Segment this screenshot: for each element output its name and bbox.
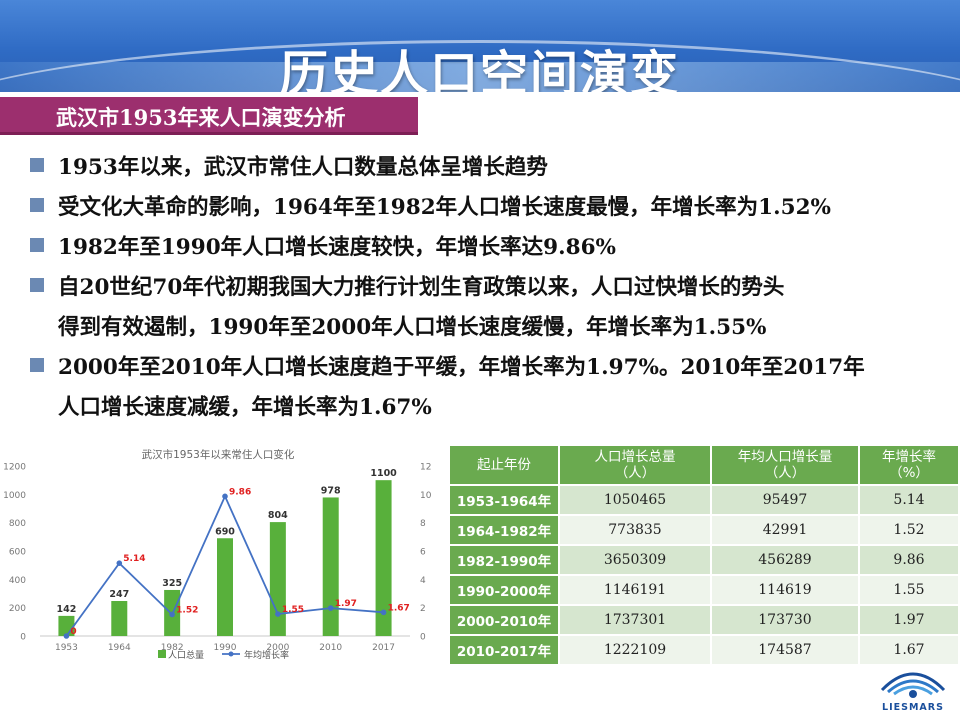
bar [111, 601, 128, 636]
table-row: 1953-1964年 1050465 95497 5.14 [448, 484, 960, 516]
bullet-square-icon [30, 358, 44, 372]
y-left-tick-label: 1200 [3, 463, 26, 473]
subtitle-bar: 武汉市1953年来人口演变分析 [0, 97, 418, 135]
y-right-tick-label: 2 [420, 604, 426, 614]
line-labels: 0 5.14 1.52 9.86 1.55 1.97 1.67 [70, 487, 409, 637]
growth-point [380, 609, 387, 616]
line-label: 0 [70, 627, 76, 637]
table-header: 起止年份 [448, 444, 560, 486]
bar [269, 522, 286, 636]
line-label: 1.55 [282, 605, 304, 615]
table-row: 2000-2010年 1737301 173730 1.97 [448, 604, 960, 636]
liesmars-logo-icon [880, 672, 946, 698]
y-left-tick-label: 400 [9, 576, 26, 586]
y-right-tick-label: 0 [420, 633, 426, 643]
growth-point [63, 633, 70, 639]
line-series [63, 493, 387, 639]
x-tick-label: 1982 [161, 643, 184, 653]
line-label: 5.14 [123, 554, 145, 564]
y-right-tick-label: 6 [420, 548, 426, 558]
bar [217, 538, 233, 636]
growth-point [169, 611, 175, 618]
bar-label: 325 [162, 578, 182, 589]
bar-labels: 142 247 325 690 804 978 1100 [57, 468, 398, 615]
bullet-square-icon [30, 198, 44, 212]
bar-label: 690 [215, 526, 235, 537]
bar-label: 804 [268, 510, 288, 521]
table-row: 1982-1990年 3650309 456289 9.86 [448, 544, 960, 576]
bar [375, 480, 392, 636]
bar-series [58, 480, 392, 636]
growth-point [116, 560, 123, 566]
chart-legend: 人口总量 年均增长率 [158, 649, 289, 661]
table-row: 1990-2000年 1146191 114619 1.55 [448, 574, 960, 606]
legend-label: 人口总量 [168, 649, 204, 661]
population-table: 起止年份 人口增长总量 （人） 年均人口增长量 （人） 年增长率 （%） 1953-1… [448, 444, 960, 666]
growth-point [222, 493, 228, 500]
growth-point [327, 605, 334, 611]
x-tick-label: 1953 [55, 643, 78, 653]
x-tick-label: 2000 [266, 643, 289, 653]
y-right-tick-label: 12 [420, 463, 431, 473]
x-axis: 1953 1964 1982 1990 2000 2010 2017 [40, 635, 410, 653]
y-right-tick-label: 4 [420, 576, 426, 586]
y-left-tick-label: 1000 [3, 491, 26, 501]
y-axis-left: 0 200 400 600 800 1000 1200 [3, 463, 26, 643]
y-left-tick-label: 200 [9, 604, 26, 614]
logo-text: LIESMARS [882, 702, 944, 713]
legend-swatch-point [228, 651, 234, 657]
y-right-tick-label: 10 [420, 491, 432, 501]
subtitle-text: 武汉市1953年来人口演变分析 [56, 105, 346, 130]
y-axis-right: 0 2 4 6 8 10 12 [420, 463, 432, 643]
line-label: 9.86 [229, 487, 251, 497]
bar-label: 1100 [370, 468, 397, 479]
bar-label: 142 [57, 604, 77, 615]
x-tick-label: 1964 [108, 643, 131, 653]
table-row: 2010-2017年 1222109 174587 1.67 [448, 634, 960, 666]
x-tick-label: 1990 [214, 643, 237, 653]
y-left-tick-label: 0 [20, 633, 26, 643]
y-right-tick-label: 8 [420, 519, 426, 529]
line-label: 1.97 [335, 599, 357, 609]
bar [322, 497, 339, 636]
bullet-square-icon [30, 278, 44, 292]
y-left-tick-label: 600 [9, 548, 26, 558]
table-header: 年增长率 （%） [858, 444, 960, 486]
bar-label: 978 [321, 485, 341, 496]
slide-title: 历史人口空间演变 [279, 46, 680, 92]
legend-label: 年均增长率 [244, 649, 289, 661]
line-label: 1.67 [388, 603, 410, 613]
x-tick-label: 2017 [372, 643, 395, 653]
header-banner: 历史人口空间演变 [0, 0, 960, 92]
liesmars-logo: LIESMARS [876, 664, 950, 716]
bar-label: 247 [109, 589, 129, 600]
table-row: 1964-1982年 773835 42991 1.52 [448, 514, 960, 546]
y-left-tick-label: 800 [9, 519, 26, 529]
growth-point [275, 611, 281, 617]
x-tick-label: 2010 [319, 643, 342, 653]
bullet-square-icon [30, 238, 44, 252]
line-label: 1.52 [176, 605, 198, 615]
table-header: 年均人口增长量 （人） [710, 444, 860, 486]
bullet-square-icon [30, 158, 44, 172]
legend-swatch-bar [158, 650, 166, 658]
chart-title: 武汉市1953年以来常住人口变化 [142, 448, 295, 461]
table-header: 人口增长总量 （人） [558, 444, 712, 486]
